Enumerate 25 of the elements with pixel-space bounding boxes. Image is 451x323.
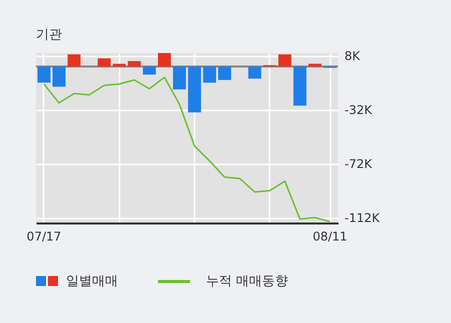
- y-tick-label: -72K: [344, 157, 374, 172]
- chart-title: 기관: [36, 28, 62, 43]
- y-tick-label: 8K: [344, 49, 362, 64]
- y-tick-label: -32K: [344, 103, 374, 118]
- legend-label: 누적 매매동향: [206, 273, 288, 290]
- bar: [142, 66, 156, 75]
- bar: [203, 66, 216, 83]
- bar: [278, 54, 292, 66]
- bar: [173, 66, 186, 90]
- bar: [188, 66, 201, 112]
- bar: [98, 58, 111, 66]
- bar: [293, 66, 306, 106]
- x-tick-label: 07/17: [26, 230, 62, 244]
- bar: [248, 66, 262, 79]
- line-series: [43, 76, 331, 222]
- bar: [308, 64, 322, 66]
- bar: [38, 66, 50, 83]
- bar: [218, 66, 232, 80]
- bar: [52, 66, 66, 87]
- bar: [158, 53, 171, 66]
- legend-label: 일별매매: [66, 273, 118, 290]
- bar: [68, 54, 81, 66]
- bar: [128, 61, 141, 66]
- y-tick-label: -112K: [344, 211, 381, 226]
- x-tick-label: 08/11: [312, 230, 348, 244]
